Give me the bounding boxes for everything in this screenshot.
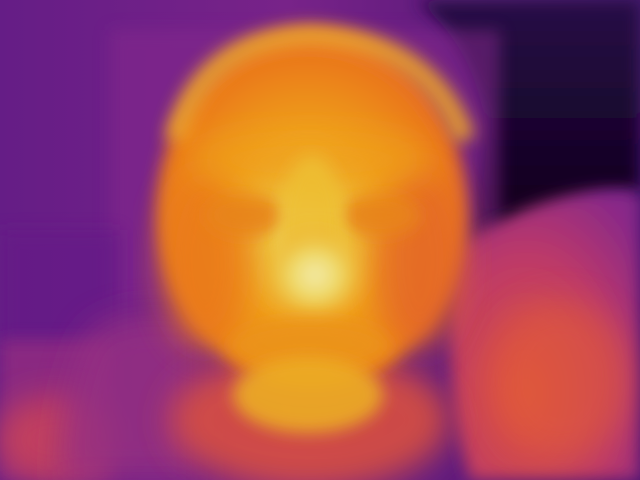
right-eye-socket bbox=[340, 193, 420, 237]
left-shoulder bbox=[60, 312, 200, 480]
head-rim bbox=[164, 23, 476, 144]
chin bbox=[233, 357, 383, 433]
mouth bbox=[230, 319, 390, 371]
right-shoulder-highlight bbox=[490, 300, 630, 460]
nose-tip bbox=[260, 225, 370, 325]
left-eye-socket bbox=[205, 193, 285, 237]
